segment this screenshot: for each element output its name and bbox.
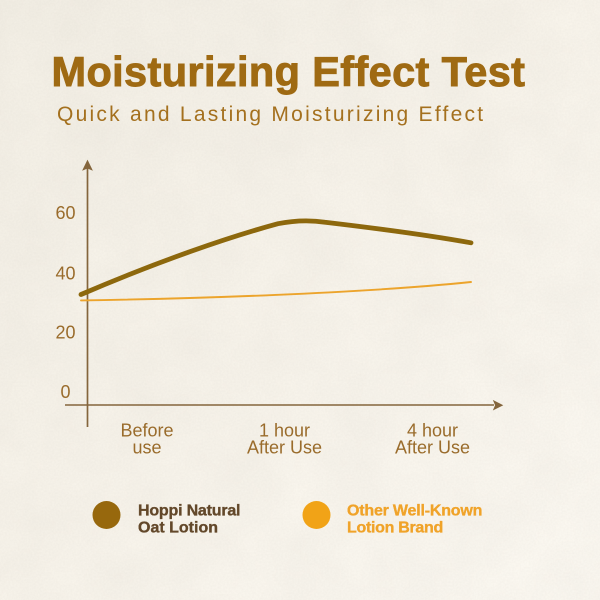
svg-text:0: 0 [60, 382, 70, 402]
svg-text:Lotion Brand: Lotion Brand [347, 520, 443, 537]
svg-text:Hoppi Natural: Hoppi Natural [138, 503, 240, 520]
svg-text:After Use: After Use [247, 438, 322, 458]
svg-text:20: 20 [55, 323, 75, 343]
svg-text:Quick and Lasting Moisturizing: Quick and Lasting Moisturizing Effect [57, 103, 485, 126]
svg-text:After Use: After Use [395, 438, 470, 458]
svg-text:use: use [132, 438, 161, 458]
svg-text:40: 40 [55, 264, 75, 284]
svg-text:4 hour: 4 hour [407, 421, 458, 441]
svg-text:Other Well-Known: Other Well-Known [347, 503, 482, 520]
svg-text:1 hour: 1 hour [259, 421, 310, 441]
svg-text:Moisturizing Effect Test: Moisturizing Effect Test [52, 48, 526, 95]
svg-text:Before: Before [120, 421, 173, 441]
svg-text:60: 60 [55, 203, 75, 223]
svg-text:Oat Lotion: Oat Lotion [138, 520, 218, 537]
